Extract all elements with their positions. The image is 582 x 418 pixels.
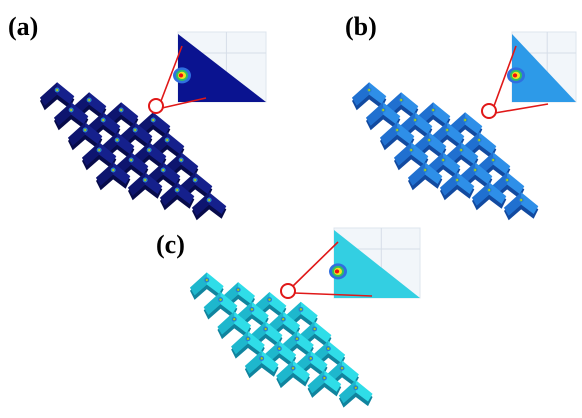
- metasurface-lattice: [40, 82, 227, 221]
- leader-line: [161, 97, 207, 109]
- lattice-unit: [307, 370, 342, 398]
- inset-triangle: [512, 34, 576, 102]
- lattice-unit: [128, 172, 163, 201]
- inset-triangle: [178, 34, 266, 102]
- leader-line: [493, 45, 517, 107]
- lattice-unit: [394, 142, 429, 171]
- zoom-inset: [329, 227, 421, 299]
- lattice-unit: [192, 192, 227, 221]
- metasurface-lattice: [352, 82, 539, 221]
- metasurface-lattice: [190, 272, 373, 408]
- lattice-unit: [40, 82, 75, 111]
- lattice-unit: [190, 272, 224, 300]
- lattice-unit: [472, 182, 507, 211]
- highlight-circle: [280, 283, 296, 299]
- lattice-unit: [440, 172, 475, 201]
- leader-line: [160, 45, 183, 102]
- panel-b: [352, 31, 577, 221]
- lattice-unit: [366, 102, 401, 131]
- leader-line: [293, 292, 373, 297]
- highlight-circle: [148, 98, 164, 114]
- lattice-unit: [352, 82, 387, 111]
- lattice-unit: [276, 360, 310, 389]
- lattice-unit: [408, 162, 443, 191]
- panel-label-c: (c): [156, 230, 185, 259]
- lattice-unit: [82, 142, 117, 171]
- lattice-unit: [380, 122, 415, 151]
- highlight-circle: [481, 103, 497, 119]
- leader-line: [292, 241, 339, 287]
- lattice-unit: [203, 291, 238, 320]
- lattice-unit: [160, 182, 195, 211]
- inset-triangle: [334, 230, 420, 298]
- lattice-unit: [54, 102, 89, 131]
- lattice-unit: [231, 331, 265, 359]
- lattice-unit: [244, 350, 279, 379]
- panel-a: [40, 31, 267, 221]
- panel-label-b: (b): [345, 12, 377, 41]
- panel-label-a: (a): [8, 12, 39, 41]
- lattice-unit: [217, 311, 252, 340]
- zoom-inset: [173, 31, 267, 103]
- lattice-unit: [338, 380, 373, 408]
- panel-c: [190, 227, 421, 408]
- lattice-unit: [504, 192, 539, 221]
- lattice-unit: [68, 122, 103, 151]
- leader-line: [494, 103, 549, 114]
- zoom-inset: [507, 31, 577, 103]
- lattice-unit: [96, 162, 131, 191]
